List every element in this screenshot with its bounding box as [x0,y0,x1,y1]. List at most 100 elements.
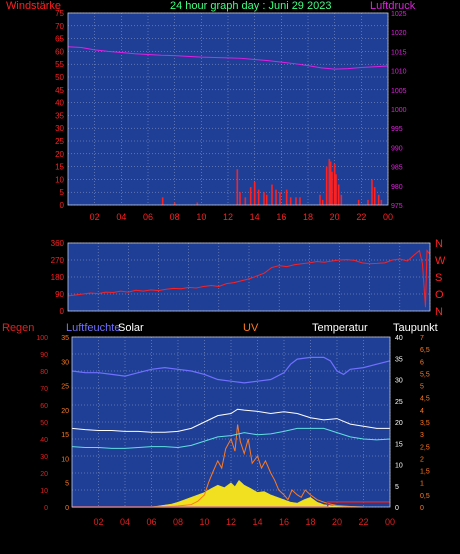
wind-bar [335,174,337,205]
rain-tick-label: 10 [40,488,48,495]
wind-bar [328,158,331,205]
wind-bar [329,161,332,205]
x-tick-label: 00 [385,517,395,527]
x-tick-label: 12 [226,517,236,527]
temp-tick-label: 10 [395,463,403,470]
y2-tick-label: 975 [391,203,403,210]
wind-pressure-panel: 7570656055504540353025201510501025102010… [55,9,407,222]
wind-bar [275,189,277,205]
uv-tick-label: 30 [61,359,69,366]
uv-line [150,424,364,508]
y-tick-label: 270 [51,256,65,265]
wind-bar [285,189,288,205]
y-tick-label: 0 [60,307,65,316]
y2-tick-label: 1025 [391,11,407,18]
x-tick-label: 16 [279,517,289,527]
wind-bar [377,194,380,205]
x-tick-label: 08 [170,212,180,222]
y-tick-label: 90 [55,290,64,299]
y-tick-label: 360 [51,239,65,248]
y2-tick-label: 995 [391,126,403,133]
rain-tick-label: 90 [40,352,48,359]
temperature-label: Temperatur [312,322,368,334]
dewpoint-tick-label: 3,5 [420,420,430,427]
wind-bar [161,197,164,205]
wind-bar [239,192,241,205]
y2-tick-label: 985 [391,165,403,172]
wind-bar [271,184,273,205]
wind-bar [371,179,373,205]
x-tick-label: 06 [146,517,156,527]
y2-tick-label: 1020 [391,30,407,37]
dewpoint-line [71,427,391,449]
x-tick-label: 14 [252,517,262,527]
x-tick-label: 04 [116,212,126,222]
y-tick-label: 20 [55,150,64,159]
rain-label: Regen [2,322,34,334]
x-tick-label: 08 [173,517,183,527]
uv-tick-label: 35 [61,335,69,342]
x-tick-label: 20 [332,517,342,527]
wind-direction-line [67,249,431,308]
x-tick-label: 10 [199,517,209,527]
dewpoint-tick-label: 1,5 [420,469,430,476]
x-tick-label: 02 [90,212,100,222]
wind-bar [357,199,360,205]
wind-bar [249,187,252,205]
wind-bar [263,192,265,205]
dewpoint-tick-label: 1 [420,481,424,488]
x-tick-label: 14 [250,212,260,222]
wind-bar [257,189,260,205]
uv-tick-label: 25 [61,384,69,391]
y2-tick-label: 1005 [391,88,407,95]
y-tick-label: 5 [60,188,65,197]
wind-bar [319,194,321,205]
wind-bar [380,199,383,205]
temp-tick-label: 40 [395,335,403,342]
wind-bar [196,202,199,205]
wind-bar [279,192,281,205]
y-tick-label: 45 [55,86,64,95]
wind-bar [337,184,340,205]
wind-bar [289,197,292,205]
y-tick-label: 0 [60,201,65,210]
temp-tick-label: 30 [395,378,403,385]
compass-label: N [435,238,443,250]
rain-tick-label: 100 [36,335,48,342]
wind-bar [325,166,328,205]
x-tick-label: 10 [196,212,206,222]
y-tick-label: 30 [55,124,64,133]
solar-area [150,479,364,508]
temp-tick-label: 0 [395,505,399,512]
y-tick-label: 40 [55,99,64,108]
wind-bar [244,197,247,205]
x-tick-label: 16 [276,212,286,222]
y-tick-label: 60 [55,47,64,56]
dewpoint-tick-label: 7 [420,335,424,342]
x-tick-label: 06 [143,212,153,222]
wind-bar [340,194,343,205]
x-tick-label: 04 [120,517,130,527]
y-tick-label: 180 [51,273,65,282]
plot-border [67,12,389,206]
x-tick-label: 18 [303,212,313,222]
solar-label: Solar [118,322,144,334]
pressure-line [67,46,389,70]
uv-tick-label: 5 [65,481,69,488]
uv-tick-label: 15 [61,432,69,439]
rain-tick-label: 20 [40,471,48,478]
wind-bar [373,187,376,205]
x-tick-label: 00 [383,212,393,222]
rain-tick-label: 70 [40,386,48,393]
y2-tick-label: 990 [391,145,403,152]
y2-tick-label: 980 [391,184,403,191]
wind-bar [321,199,324,205]
plot-border [71,336,391,508]
dewpoint-tick-label: 3 [420,432,424,439]
compass-label: S [435,272,442,284]
temp-tick-label: 5 [395,484,399,491]
wind-bar [265,194,268,205]
x-tick-label: 22 [358,517,368,527]
uv-label: UV [243,322,259,334]
